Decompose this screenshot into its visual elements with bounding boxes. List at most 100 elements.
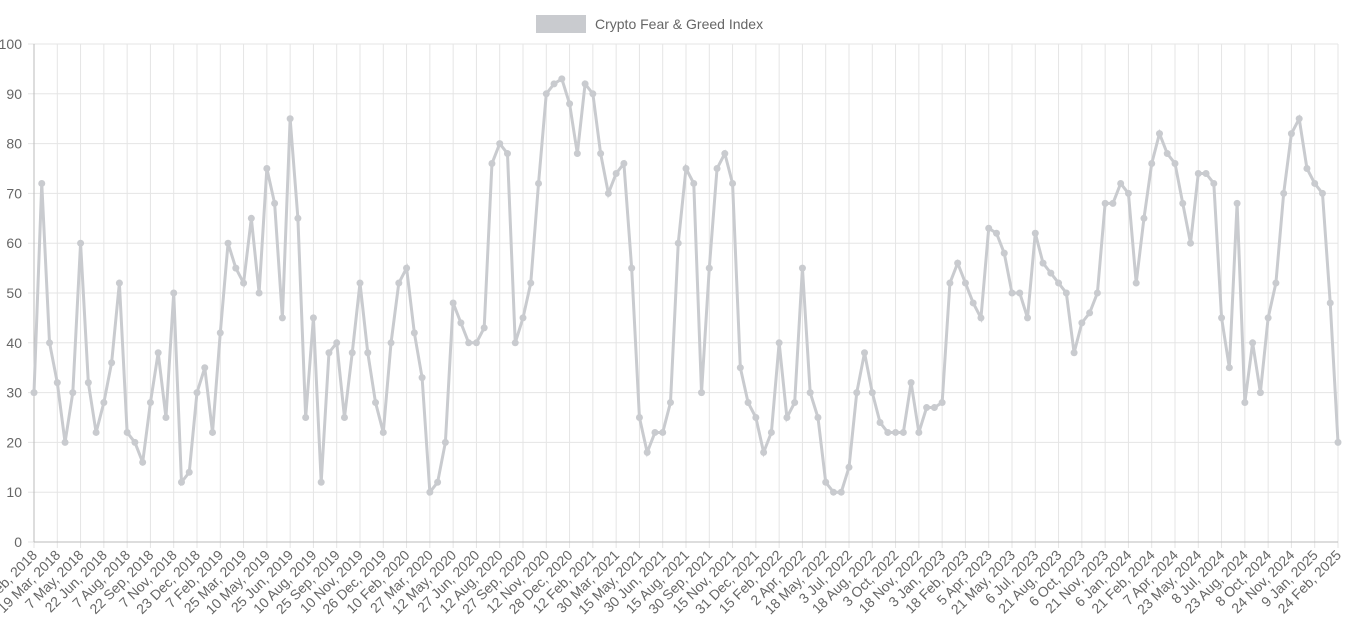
y-tick-label: 50 [6,285,22,301]
point [100,399,108,407]
point [302,414,310,421]
y-tick-label: 10 [6,484,22,500]
point [84,379,92,387]
point [643,448,651,456]
point [775,339,783,347]
point [387,339,395,347]
point [597,150,605,158]
point [752,414,760,421]
point [1039,259,1047,267]
point [527,279,535,287]
point [651,428,659,436]
point [674,239,682,247]
point [403,264,411,272]
point [410,329,418,337]
point [876,418,884,426]
point [480,324,488,332]
point [798,264,806,272]
point [77,239,85,247]
point [1318,189,1326,197]
point [154,349,162,357]
point [589,90,597,98]
point [1210,179,1218,187]
point [115,279,123,287]
point [224,239,232,247]
point [294,214,302,222]
point [938,399,946,407]
point [1117,179,1125,187]
point [1303,165,1311,172]
y-tick-label: 60 [6,235,22,251]
point [108,359,116,367]
point [356,279,364,287]
point [907,379,915,387]
point [884,428,892,436]
point [1000,249,1008,257]
point [1187,239,1195,247]
point [1062,289,1070,297]
point [348,349,356,357]
legend-swatch [536,15,586,33]
point [286,115,294,123]
point [1264,314,1272,322]
point [1024,314,1032,322]
point [744,399,752,407]
point [449,299,457,307]
point [1249,339,1257,347]
point [38,179,46,187]
point [1124,189,1132,197]
point [201,364,209,372]
legend-label: Crypto Fear & Greed Index [595,16,763,32]
point [1109,199,1117,207]
point [767,428,775,436]
point [1086,309,1094,317]
point [1202,169,1210,177]
point [1225,364,1233,372]
point [1256,389,1264,397]
point [899,428,907,436]
point [861,349,869,357]
point [317,478,325,486]
y-tick-label: 80 [6,136,22,152]
point [1233,199,1241,207]
point [247,214,255,222]
point [395,279,403,287]
point [698,389,706,397]
point [123,428,131,436]
point [558,75,566,83]
point [923,404,931,412]
point [1031,229,1039,237]
point [61,438,69,446]
point [263,165,271,172]
y-tick-label: 0 [14,534,22,550]
point [721,150,729,158]
point [185,468,193,476]
point [511,339,519,347]
point [1070,349,1078,357]
point [1218,314,1226,322]
y-tick-label: 40 [6,335,22,351]
point [1140,214,1148,222]
point [1179,199,1187,207]
point [496,140,504,148]
point [829,488,837,496]
point [806,389,814,397]
y-tick-label: 30 [6,385,22,401]
point [162,414,170,421]
point [853,389,861,397]
point [992,229,1000,237]
point [131,438,139,446]
point [240,279,248,287]
point [309,314,317,322]
y-tick-label: 90 [6,86,22,102]
point [969,299,977,307]
point [1280,189,1288,197]
point [232,264,240,272]
point [488,160,496,168]
point [1334,438,1342,446]
point [1155,130,1163,138]
point [278,314,286,322]
point [1287,130,1295,138]
